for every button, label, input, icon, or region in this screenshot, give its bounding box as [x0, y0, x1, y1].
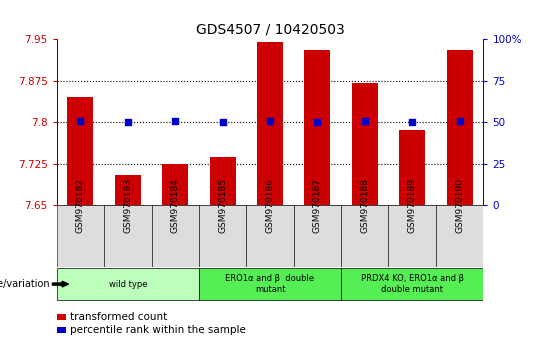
Bar	[305, 50, 330, 205]
Bar	[57, 268, 199, 300]
Bar	[341, 205, 388, 267]
Point	[313, 119, 322, 124]
Text: GSM970186: GSM970186	[266, 178, 274, 233]
Text: GSM970188: GSM970188	[360, 178, 369, 233]
Text: wild type: wild type	[109, 280, 147, 289]
Text: GSM970183: GSM970183	[123, 178, 132, 233]
Bar	[341, 268, 483, 300]
Bar	[199, 268, 341, 300]
Point	[408, 119, 416, 125]
Point	[455, 118, 464, 124]
Bar	[210, 156, 235, 205]
Text: transformed count: transformed count	[70, 312, 167, 322]
Bar	[115, 175, 141, 205]
Bar	[447, 50, 472, 205]
Text: percentile rank within the sample: percentile rank within the sample	[70, 325, 246, 335]
Point	[218, 119, 227, 125]
Bar	[104, 205, 152, 267]
Point	[171, 118, 179, 124]
Text: PRDX4 KO, ERO1α and β
double mutant: PRDX4 KO, ERO1α and β double mutant	[361, 274, 464, 294]
Text: GSM970189: GSM970189	[408, 178, 417, 233]
Text: genotype/variation: genotype/variation	[0, 279, 50, 289]
Point	[361, 118, 369, 124]
Title: GDS4507 / 10420503: GDS4507 / 10420503	[195, 22, 345, 36]
Text: GSM970190: GSM970190	[455, 178, 464, 233]
Bar	[57, 205, 104, 267]
Text: GSM970182: GSM970182	[76, 178, 85, 233]
Text: GSM970185: GSM970185	[218, 178, 227, 233]
Bar	[352, 83, 378, 205]
Text: GSM970187: GSM970187	[313, 178, 322, 233]
Point	[124, 119, 132, 125]
Point	[266, 118, 274, 124]
Bar	[294, 205, 341, 267]
Bar	[388, 205, 436, 267]
Bar	[399, 131, 425, 205]
Text: GSM970184: GSM970184	[171, 178, 180, 233]
Bar	[68, 97, 93, 205]
Bar	[436, 205, 483, 267]
Bar	[257, 42, 283, 205]
Text: ERO1α and β  double
mutant: ERO1α and β double mutant	[225, 274, 315, 294]
Bar	[152, 205, 199, 267]
Bar	[246, 205, 294, 267]
Bar	[199, 205, 246, 267]
Point	[76, 118, 85, 124]
Bar	[162, 164, 188, 205]
